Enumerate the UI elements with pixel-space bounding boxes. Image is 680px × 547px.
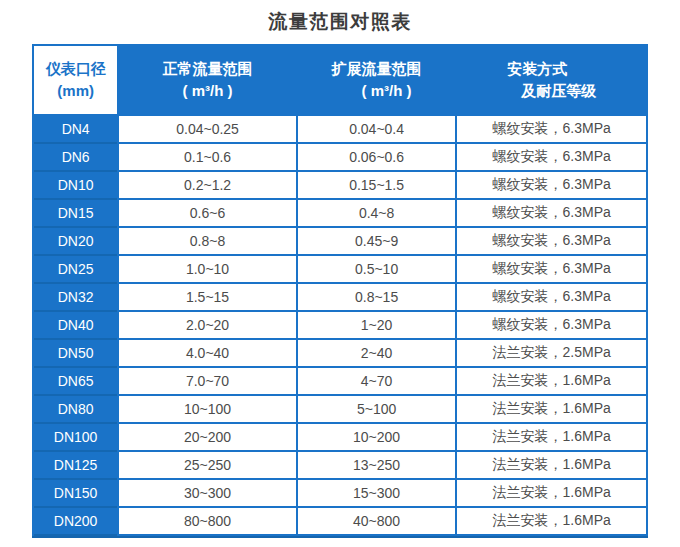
table-header: 仪表口径 (mm) 正常流量范围 ( m³/h ) 扩展流量范围 ( m³/h … [34, 46, 646, 114]
header-extended-range: 扩展流量范围 ( m³/h ) [298, 46, 456, 114]
cell-installation: 法兰安装，1.6MPa [457, 396, 646, 422]
cell-installation: 法兰安装，2.5MPa [457, 340, 646, 366]
header-installation-line1: 安装方式 [507, 58, 596, 80]
cell-normal-range: 2.0~20 [119, 312, 296, 338]
table-row: DN4 0.04~0.25 0.04~0.4 螺纹安装，6.3MPa [34, 116, 646, 142]
table-row: DN10 0.2~1.2 0.15~1.5 螺纹安装，6.3MPa [34, 172, 646, 198]
cell-extended-range: 0.45~9 [298, 228, 456, 254]
table-row: DN125 25~250 13~250 法兰安装，1.6MPa [34, 452, 646, 478]
table-row: DN65 7.0~70 4~70 法兰安装，1.6MPa [34, 368, 646, 394]
cell-extended-range: 5~100 [298, 396, 456, 422]
cell-extended-range: 4~70 [298, 368, 456, 394]
table-row: DN50 4.0~40 2~40 法兰安装，2.5MPa [34, 340, 646, 366]
header-diameter-line1: 仪表口径 [34, 58, 117, 80]
cell-installation: 法兰安装，1.6MPa [457, 368, 646, 394]
cell-normal-range: 30~300 [119, 480, 296, 506]
cell-normal-range: 10~100 [119, 396, 296, 422]
cell-diameter: DN10 [34, 172, 117, 198]
cell-installation: 螺纹安装，6.3MPa [457, 172, 646, 198]
table-row: DN32 1.5~15 0.8~15 螺纹安装，6.3MPa [34, 284, 646, 310]
table-row: DN6 0.1~0.6 0.06~0.6 螺纹安装，6.3MPa [34, 144, 646, 170]
cell-normal-range: 25~250 [119, 452, 296, 478]
header-normal-range-line1: 正常流量范围 [119, 58, 296, 80]
cell-diameter: DN20 [34, 228, 117, 254]
header-diameter: 仪表口径 (mm) [34, 46, 117, 114]
page-title: 流量范围对照表 [0, 0, 680, 35]
cell-normal-range: 0.1~0.6 [119, 144, 296, 170]
cell-extended-range: 40~800 [298, 508, 456, 534]
cell-diameter: DN32 [34, 284, 117, 310]
cell-normal-range: 1.0~10 [119, 256, 296, 282]
cell-installation: 螺纹安装，6.3MPa [457, 200, 646, 226]
cell-installation: 螺纹安装，6.3MPa [457, 116, 646, 142]
cell-diameter: DN4 [34, 116, 117, 142]
table-row: DN150 30~300 15~300 法兰安装，1.6MPa [34, 480, 646, 506]
cell-installation: 螺纹安装，6.3MPa [457, 256, 646, 282]
table-row: DN15 0.6~6 0.4~8 螺纹安装，6.3MPa [34, 200, 646, 226]
cell-extended-range: 0.4~8 [298, 200, 456, 226]
cell-extended-range: 10~200 [298, 424, 456, 450]
cell-diameter: DN15 [34, 200, 117, 226]
cell-installation: 螺纹安装，6.3MPa [457, 312, 646, 338]
cell-diameter: DN80 [34, 396, 117, 422]
header-diameter-line2: (mm) [34, 80, 117, 102]
cell-extended-range: 0.06~0.6 [298, 144, 456, 170]
cell-normal-range: 0.8~8 [119, 228, 296, 254]
cell-extended-range: 1~20 [298, 312, 456, 338]
cell-installation: 法兰安装，1.6MPa [457, 452, 646, 478]
table-row: DN80 10~100 5~100 法兰安装，1.6MPa [34, 396, 646, 422]
header-extended-range-line1: 扩展流量范围 [298, 58, 456, 80]
cell-normal-range: 80~800 [119, 508, 296, 534]
cell-normal-range: 4.0~40 [119, 340, 296, 366]
table-row: DN20 0.8~8 0.45~9 螺纹安装，6.3MPa [34, 228, 646, 254]
table-row: DN25 1.0~10 0.5~10 螺纹安装，6.3MPa [34, 256, 646, 282]
cell-diameter: DN100 [34, 424, 117, 450]
page: 流量范围对照表 仪表口径 (mm) 正常流量范围 ( m³/h ) 扩展流量范围… [0, 0, 680, 547]
cell-extended-range: 13~250 [298, 452, 456, 478]
header-normal-range: 正常流量范围 ( m³/h ) [119, 46, 296, 114]
header-normal-range-unit: ( m³/h ) [119, 80, 296, 102]
cell-normal-range: 20~200 [119, 424, 296, 450]
header-installation-block: 安装方式 及耐压等级 [507, 58, 596, 102]
table-row: DN200 80~800 40~800 法兰安装，1.6MPa [34, 508, 646, 534]
cell-diameter: DN25 [34, 256, 117, 282]
header-installation-line2: 及耐压等级 [507, 80, 596, 102]
header-row: 仪表口径 (mm) 正常流量范围 ( m³/h ) 扩展流量范围 ( m³/h … [34, 46, 646, 114]
cell-diameter: DN40 [34, 312, 117, 338]
cell-normal-range: 0.04~0.25 [119, 116, 296, 142]
cell-installation: 螺纹安装，6.3MPa [457, 284, 646, 310]
cell-extended-range: 0.5~10 [298, 256, 456, 282]
cell-extended-range: 2~40 [298, 340, 456, 366]
table-body: DN4 0.04~0.25 0.04~0.4 螺纹安装，6.3MPa DN6 0… [34, 116, 646, 534]
cell-installation: 法兰安装，1.6MPa [457, 508, 646, 534]
cell-diameter: DN6 [34, 144, 117, 170]
cell-diameter: DN125 [34, 452, 117, 478]
cell-installation: 法兰安装，1.6MPa [457, 480, 646, 506]
table-row: DN40 2.0~20 1~20 螺纹安装，6.3MPa [34, 312, 646, 338]
cell-extended-range: 0.04~0.4 [298, 116, 456, 142]
cell-diameter: DN50 [34, 340, 117, 366]
flow-range-table: 仪表口径 (mm) 正常流量范围 ( m³/h ) 扩展流量范围 ( m³/h … [32, 44, 648, 538]
cell-installation: 法兰安装，1.6MPa [457, 424, 646, 450]
table-row: DN100 20~200 10~200 法兰安装，1.6MPa [34, 424, 646, 450]
cell-extended-range: 0.15~1.5 [298, 172, 456, 198]
cell-diameter: DN65 [34, 368, 117, 394]
cell-normal-range: 0.2~1.2 [119, 172, 296, 198]
cell-normal-range: 7.0~70 [119, 368, 296, 394]
cell-diameter: DN200 [34, 508, 117, 534]
cell-normal-range: 0.6~6 [119, 200, 296, 226]
cell-installation: 螺纹安装，6.3MPa [457, 228, 646, 254]
cell-diameter: DN150 [34, 480, 117, 506]
cell-installation: 螺纹安装，6.3MPa [457, 144, 646, 170]
cell-extended-range: 0.8~15 [298, 284, 456, 310]
cell-normal-range: 1.5~15 [119, 284, 296, 310]
cell-extended-range: 15~300 [298, 480, 456, 506]
header-extended-range-unit: ( m³/h ) [298, 80, 456, 102]
header-installation: 安装方式 及耐压等级 [457, 46, 646, 114]
